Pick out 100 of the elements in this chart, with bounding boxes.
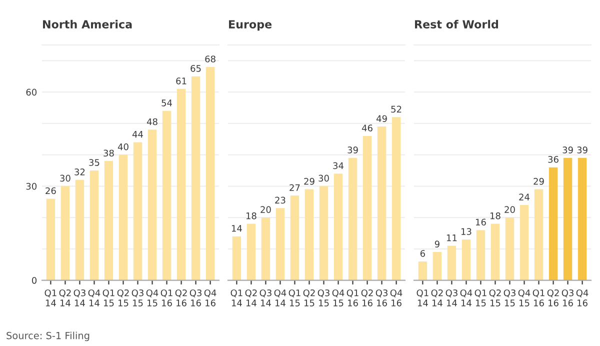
data-label: 23 [275, 196, 286, 204]
data-label: 61 [176, 78, 186, 84]
data-label: 32 [74, 168, 85, 176]
bar [206, 66, 215, 280]
bar [578, 158, 587, 280]
bar [191, 76, 200, 280]
bar [563, 158, 572, 280]
bar [276, 208, 285, 280]
data-label: 30 [60, 174, 70, 182]
chart-title: Europe [229, 20, 272, 31]
bar [162, 110, 172, 280]
x-tick-label: Q3 15 [504, 289, 516, 306]
bar [290, 196, 300, 280]
x-tick-label: Q2 16 [175, 289, 187, 306]
x-tick-label: Q2 16 [547, 289, 559, 306]
data-label: 35 [89, 159, 100, 166]
bar [246, 224, 256, 280]
x-tick-label: Q1 14 [416, 289, 428, 306]
x-tick-label: Q3 15 [132, 289, 144, 306]
bar [418, 261, 428, 280]
data-label: 16 [476, 218, 486, 226]
x-tick-label: Q1 14 [230, 289, 242, 306]
chart-title: Rest of World [415, 20, 498, 28]
x-tick-label: Q1 15 [102, 289, 114, 306]
bar [505, 218, 514, 280]
data-label: 34 [333, 162, 344, 170]
x-tick-label: Q4 14 [460, 289, 472, 306]
bar [232, 236, 242, 280]
data-label: 26 [46, 187, 56, 194]
data-label: 52 [391, 106, 402, 113]
x-tick-label: Q4 14 [88, 289, 100, 306]
y-tick-label: 0 [32, 276, 37, 284]
x-tick-label: Q4 16 [390, 289, 402, 306]
x-tick-label: Q2 14 [59, 289, 71, 306]
bar [534, 189, 544, 280]
x-tick-label: Q4 15 [332, 289, 344, 306]
x-tick-label: Q2 15 [117, 289, 129, 306]
bar [46, 198, 56, 280]
bar [520, 204, 529, 280]
x-tick-label: Q4 16 [576, 289, 588, 306]
y-tick-label: 60 [26, 88, 37, 96]
x-tick-label: Q3 16 [376, 289, 388, 306]
data-label: 65 [190, 64, 201, 72]
data-label: 39 [577, 146, 588, 154]
bar [118, 154, 128, 280]
x-tick-label: Q2 15 [303, 289, 315, 306]
bar [319, 186, 328, 280]
x-tick-label: Q4 14 [274, 289, 286, 306]
x-tick-label: Q2 16 [361, 289, 373, 306]
data-label: 38 [104, 150, 114, 157]
x-tick-label: Q2 14 [431, 289, 443, 306]
bar [304, 189, 314, 280]
x-tick-label: Q1 16 [160, 289, 172, 306]
x-tick-label: Q4 16 [204, 289, 216, 306]
x-tick-label: Q3 14 [74, 289, 86, 306]
x-tick-label: Q2 14 [245, 289, 257, 306]
data-label: 68 [205, 56, 216, 62]
data-label: 20 [260, 206, 271, 213]
bar [133, 142, 142, 280]
data-label: 13 [461, 228, 472, 235]
data-label: 29 [304, 178, 314, 185]
chart-title: North America [43, 20, 132, 28]
data-label: 54 [162, 100, 172, 106]
bar [104, 161, 114, 280]
bar [90, 170, 99, 280]
data-label: 48 [146, 118, 158, 126]
bar [334, 174, 343, 280]
data-label: 18 [490, 212, 500, 220]
data-label: 27 [290, 184, 300, 191]
bar [392, 117, 401, 280]
x-tick-label: Q3 15 [318, 289, 330, 306]
x-tick-label: Q4 15 [146, 289, 158, 306]
data-label: 39 [562, 146, 573, 154]
data-label: 44 [132, 130, 143, 138]
x-tick-label: Q3 16 [190, 289, 202, 306]
x-tick-label: Q3 14 [446, 289, 458, 306]
x-tick-label: Q3 14 [260, 289, 272, 306]
data-label: 29 [534, 178, 544, 185]
x-tick-label: Q3 16 [562, 289, 574, 306]
bar [176, 88, 186, 280]
x-tick-label: Q4 15 [518, 289, 530, 306]
data-label: 24 [519, 194, 530, 200]
data-label: 49 [376, 115, 387, 122]
bar [60, 186, 70, 280]
data-label: 14 [232, 225, 242, 232]
bar [148, 130, 157, 280]
bar [476, 230, 486, 280]
y-tick-label: 30 [26, 182, 37, 190]
bar [348, 158, 358, 280]
bar [377, 126, 386, 280]
x-tick-label: Q1 15 [288, 289, 300, 306]
x-tick-label: Q1 14 [44, 289, 56, 306]
bar [462, 239, 471, 280]
bar [447, 246, 456, 280]
data-label: 18 [246, 212, 256, 220]
data-label: 9 [434, 240, 440, 248]
data-label: 11 [446, 234, 457, 242]
data-label: 6 [420, 250, 426, 257]
x-tick-label: Q1 16 [532, 289, 544, 306]
bar [490, 224, 500, 280]
